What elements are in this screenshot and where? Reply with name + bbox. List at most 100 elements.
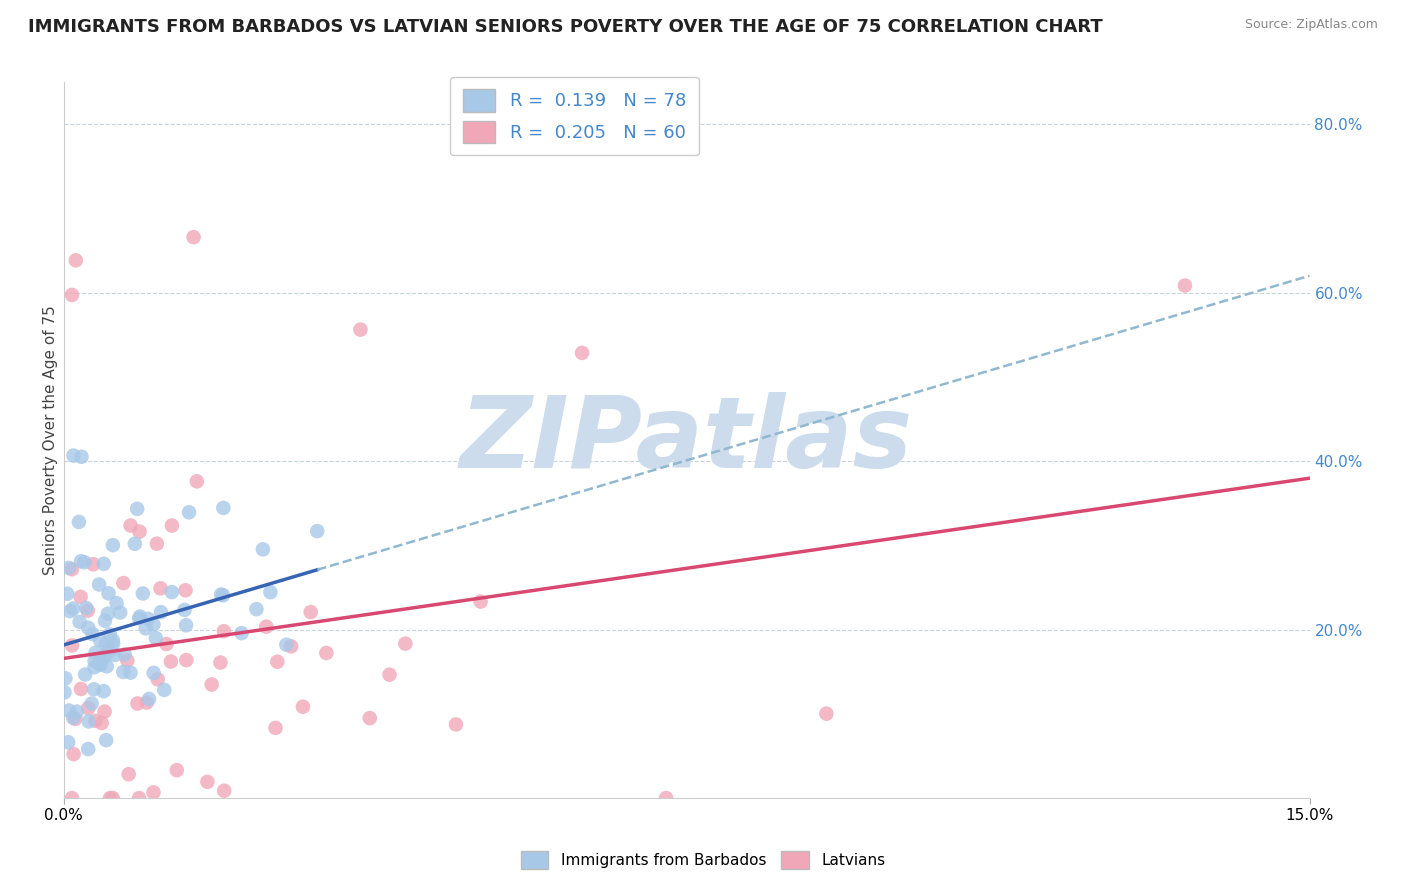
Point xyxy=(83,654,105,668)
Point xyxy=(145,631,167,645)
Point xyxy=(470,594,492,608)
Point xyxy=(212,624,235,639)
Point xyxy=(264,721,287,735)
Point xyxy=(209,656,232,670)
Point xyxy=(84,714,107,728)
Point xyxy=(69,615,91,629)
Point xyxy=(183,230,205,244)
Point xyxy=(62,601,84,615)
Point xyxy=(142,665,165,680)
Point xyxy=(76,604,98,618)
Point xyxy=(120,665,142,680)
Point xyxy=(82,627,104,641)
Point xyxy=(101,637,124,651)
Point xyxy=(160,655,183,669)
Point xyxy=(90,716,112,731)
Point xyxy=(571,346,593,360)
Point xyxy=(444,717,467,731)
Point xyxy=(77,701,100,715)
Point xyxy=(60,288,83,302)
Point xyxy=(70,681,93,696)
Point xyxy=(97,607,120,621)
Point xyxy=(83,660,105,674)
Point xyxy=(201,677,224,691)
Legend: R =  0.139   N = 78, R =  0.205   N = 60: R = 0.139 N = 78, R = 0.205 N = 60 xyxy=(450,77,699,155)
Point xyxy=(307,524,329,538)
Point xyxy=(266,655,288,669)
Point xyxy=(128,524,150,539)
Point xyxy=(75,667,97,681)
Point xyxy=(60,639,83,653)
Point xyxy=(176,653,198,667)
Point xyxy=(104,648,127,662)
Point xyxy=(80,697,103,711)
Point xyxy=(378,667,401,681)
Point xyxy=(98,791,121,805)
Point xyxy=(280,640,302,654)
Point xyxy=(174,618,197,632)
Legend: Immigrants from Barbados, Latvians: Immigrants from Barbados, Latvians xyxy=(515,845,891,875)
Point xyxy=(90,657,112,672)
Point xyxy=(101,538,124,552)
Point xyxy=(112,665,135,679)
Point xyxy=(276,638,298,652)
Point xyxy=(174,583,197,598)
Point xyxy=(108,606,131,620)
Point xyxy=(56,587,79,601)
Point xyxy=(1174,278,1197,293)
Point xyxy=(94,637,117,651)
Point xyxy=(138,692,160,706)
Point xyxy=(815,706,838,721)
Point xyxy=(349,323,371,337)
Point xyxy=(359,711,381,725)
Point xyxy=(299,605,322,619)
Point xyxy=(112,576,135,591)
Point xyxy=(231,626,253,640)
Point xyxy=(149,605,172,619)
Point xyxy=(186,475,208,489)
Point xyxy=(101,791,124,805)
Point xyxy=(62,747,84,761)
Point xyxy=(94,614,117,628)
Point xyxy=(117,654,139,668)
Point xyxy=(98,627,121,641)
Point xyxy=(97,586,120,600)
Point xyxy=(291,699,314,714)
Point xyxy=(254,620,277,634)
Point xyxy=(114,648,136,662)
Point xyxy=(118,767,141,781)
Point xyxy=(75,601,97,615)
Point xyxy=(73,555,96,569)
Point xyxy=(93,684,115,698)
Point xyxy=(136,612,159,626)
Point xyxy=(142,785,165,799)
Point xyxy=(394,637,416,651)
Text: IMMIGRANTS FROM BARBADOS VS LATVIAN SENIORS POVERTY OVER THE AGE OF 75 CORRELATI: IMMIGRANTS FROM BARBADOS VS LATVIAN SENI… xyxy=(28,18,1102,36)
Point xyxy=(69,590,91,604)
Point xyxy=(160,518,183,533)
Point xyxy=(127,501,149,516)
Point xyxy=(87,577,110,591)
Text: Source: ZipAtlas.com: Source: ZipAtlas.com xyxy=(1244,18,1378,31)
Point xyxy=(53,671,76,685)
Point xyxy=(245,602,267,616)
Point xyxy=(65,253,87,268)
Point xyxy=(83,682,105,697)
Point xyxy=(135,621,157,635)
Point xyxy=(97,642,120,657)
Point xyxy=(77,742,100,756)
Point xyxy=(59,604,82,618)
Point xyxy=(93,705,115,719)
Point xyxy=(209,588,232,602)
Point xyxy=(94,733,117,747)
Point xyxy=(105,596,128,610)
Text: ZIPatlas: ZIPatlas xyxy=(460,392,912,489)
Point xyxy=(77,714,100,729)
Point xyxy=(173,603,195,617)
Point xyxy=(60,791,83,805)
Point xyxy=(93,649,115,664)
Point xyxy=(135,696,157,710)
Point xyxy=(96,659,118,673)
Point xyxy=(124,537,146,551)
Point xyxy=(153,682,176,697)
